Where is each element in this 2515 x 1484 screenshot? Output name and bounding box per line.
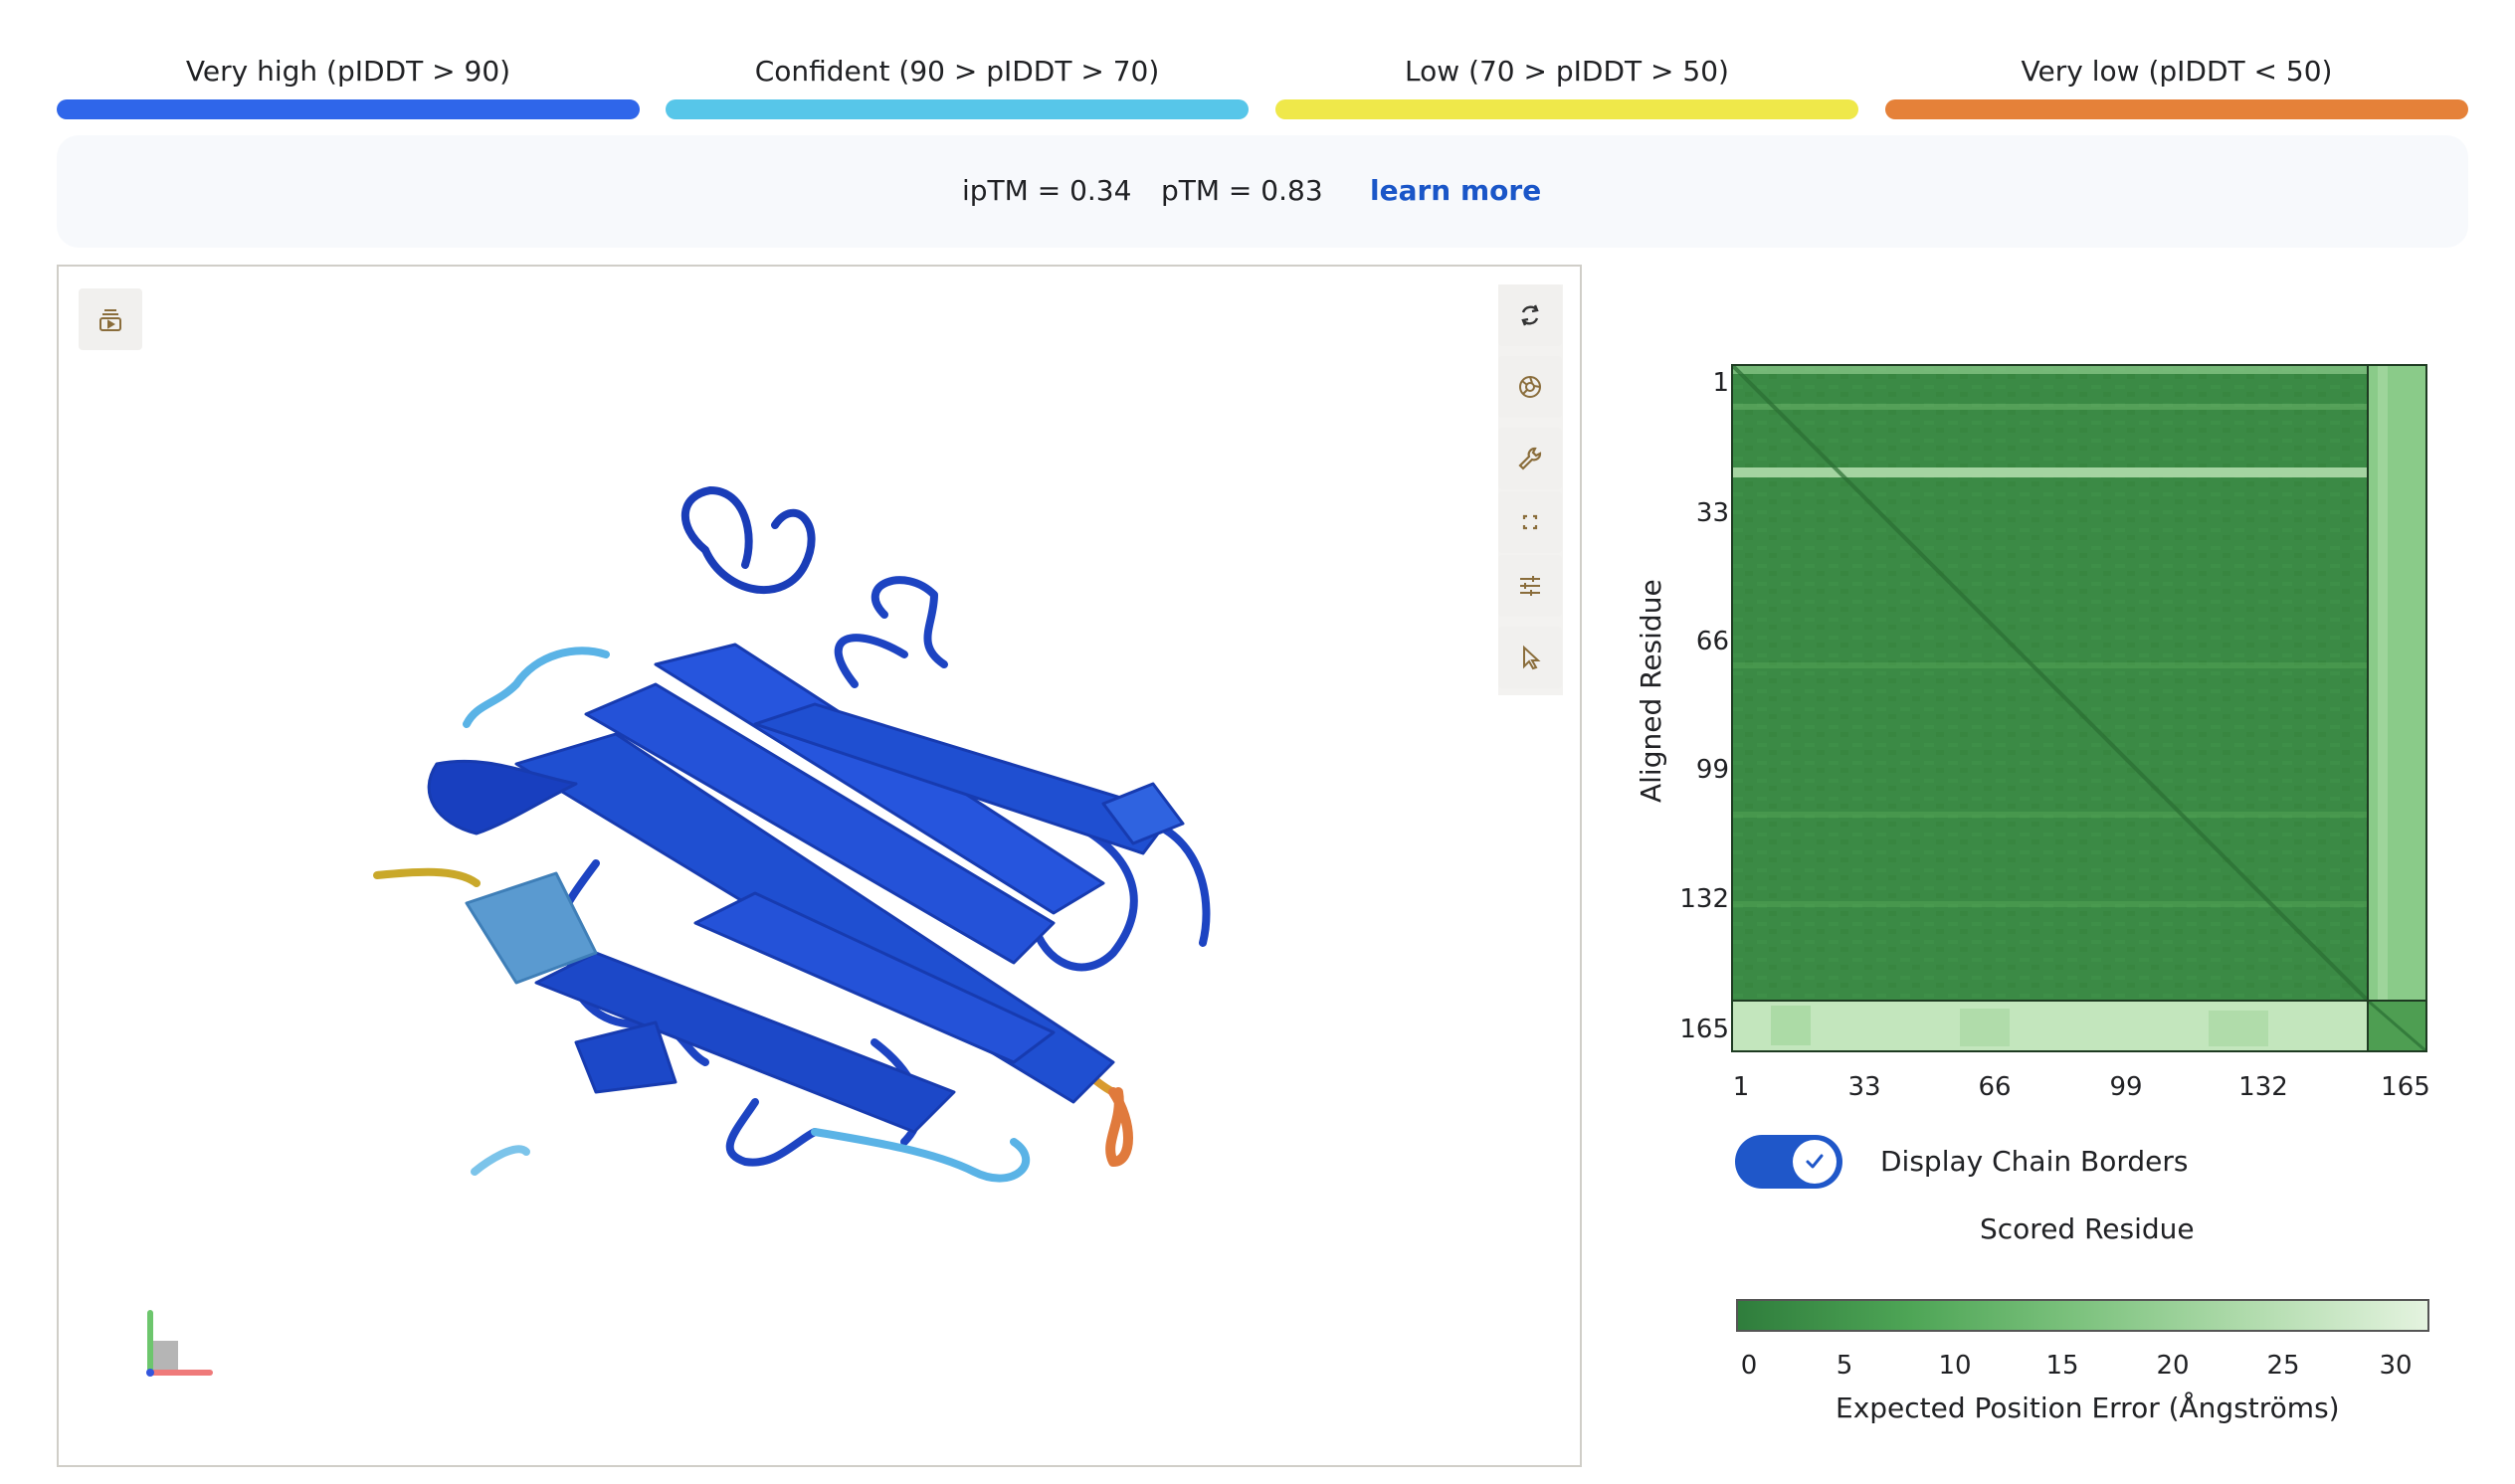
axes-orientation-icon — [146, 1310, 213, 1377]
legend-label: Confident (90 > pIDDT > 70) — [754, 55, 1160, 88]
colorbar-tick: 5 — [1836, 1351, 1853, 1381]
x-tick: 1 — [1732, 1072, 1750, 1102]
legend-very-low: Very low (pIDDT < 50) — [1885, 50, 2468, 124]
refresh-icon — [1521, 304, 1539, 326]
y-tick: 1 — [1712, 368, 1729, 398]
legend-confident: Confident (90 > pIDDT > 70) — [666, 50, 1249, 124]
colorbar-tick: 10 — [1938, 1351, 1972, 1381]
ptm-value: pTM = 0.83 — [1161, 174, 1323, 207]
protein-structure-render[interactable] — [59, 267, 1580, 1465]
wrench-icon — [1518, 447, 1542, 470]
fullscreen-button[interactable] — [1498, 491, 1562, 553]
metrics-banner: ipTM = 0.34 pTM = 0.83 learn more — [57, 135, 2468, 248]
toggle-knob — [1793, 1140, 1837, 1184]
iptm-value: ipTM = 0.34 — [962, 174, 1132, 207]
y-tick: 132 — [1679, 884, 1729, 914]
legend-color-bar — [1275, 99, 1858, 119]
controls-button[interactable] — [1498, 555, 1562, 617]
y-tick: 165 — [1679, 1015, 1729, 1044]
legend-label: Low (70 > pIDDT > 50) — [1405, 55, 1729, 88]
x-tick: 33 — [1847, 1072, 1881, 1102]
cursor-icon — [1523, 645, 1541, 670]
sequence-panel-icon — [99, 309, 121, 331]
legend-low: Low (70 > pIDDT > 50) — [1275, 50, 1858, 124]
colorbar-tick: 0 — [1740, 1351, 1758, 1381]
sliders-icon — [1520, 576, 1540, 596]
fullscreen-icon — [1522, 514, 1538, 530]
legend-color-bar — [1885, 99, 2468, 119]
colorbar-tick: 15 — [2045, 1351, 2079, 1381]
pae-heatmap[interactable] — [1731, 364, 2427, 1052]
learn-more-link[interactable]: learn more — [1370, 174, 1542, 207]
legend-label: Very high (pIDDT > 90) — [185, 55, 511, 88]
pae-colorbar — [1736, 1299, 2429, 1332]
pae-x-axis-title: Scored Residue — [1980, 1212, 2195, 1245]
colorbar-tick: 25 — [2266, 1351, 2300, 1381]
structure-viewer[interactable] — [57, 265, 1582, 1467]
x-tick: 66 — [1978, 1072, 2012, 1102]
y-tick: 33 — [1695, 498, 1729, 528]
screenshot-button[interactable] — [1498, 356, 1562, 418]
selection-mode-button[interactable] — [1498, 627, 1562, 688]
colorbar-title: Expected Position Error (Ångströms) — [1836, 1391, 2340, 1424]
settings-button[interactable] — [1498, 428, 1562, 489]
legend-color-bar — [666, 99, 1249, 119]
chain-borders-toggle[interactable] — [1735, 1135, 1842, 1189]
legend-very-high: Very high (pIDDT > 90) — [57, 50, 640, 124]
camera-icon — [1519, 376, 1541, 398]
x-tick: 132 — [2238, 1072, 2288, 1102]
legend-color-bar — [57, 99, 640, 119]
sequence-panel-button[interactable] — [79, 288, 142, 350]
x-tick: 99 — [2109, 1072, 2143, 1102]
y-tick: 99 — [1695, 755, 1729, 785]
chain-borders-label: Display Chain Borders — [1880, 1145, 2189, 1178]
x-tick: 165 — [2381, 1072, 2430, 1102]
reset-view-button[interactable] — [1498, 284, 1562, 346]
colorbar-tick: 30 — [2379, 1351, 2413, 1381]
colorbar-tick: 20 — [2156, 1351, 2190, 1381]
y-tick: 66 — [1695, 627, 1729, 656]
legend-label: Very low (pIDDT < 50) — [2021, 55, 2333, 88]
check-icon — [1806, 1154, 1824, 1169]
